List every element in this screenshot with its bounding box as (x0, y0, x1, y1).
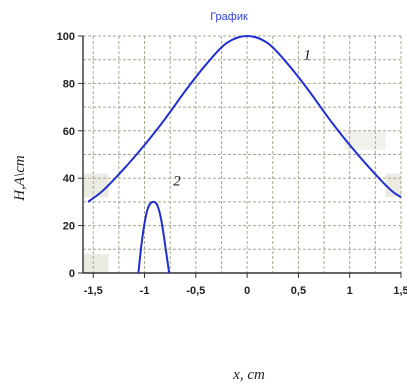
y-tick-label: 80 (63, 78, 75, 90)
y-tick-label: 60 (63, 126, 75, 138)
x-tick-label: 1 (347, 285, 353, 297)
series (87, 34, 402, 274)
shade-right-upper (344, 130, 386, 150)
plot-shading (83, 130, 401, 273)
shade-right (385, 173, 401, 198)
x-tick-label: -1 (140, 285, 150, 297)
y-tick-label: 0 (69, 268, 75, 280)
x-tick-label: 1,5 (393, 285, 407, 297)
shade-left (83, 173, 109, 198)
y-axis-label: H,A\cm (12, 155, 28, 202)
y-ticks: 0 20 40 60 80 100 (57, 31, 83, 280)
y-tick-label: 20 (63, 221, 75, 233)
curve-label-2: 2 (173, 173, 181, 189)
y-tick-label: 40 (63, 173, 75, 185)
series-line-2 (137, 200, 171, 274)
series-line-1 (87, 34, 402, 203)
x-tick-label: -1,5 (84, 285, 103, 297)
x-ticks: -1,5 -1 -0,5 0 0,5 1 1,5 (84, 273, 407, 297)
x-tick-label: 0,5 (291, 285, 306, 297)
x-tick-label: -0,5 (186, 285, 205, 297)
shade-bottom-left (83, 254, 109, 273)
curve-labels: 12 (173, 48, 311, 190)
curve-label-1: 1 (304, 48, 312, 64)
x-axis-label: x, cm (232, 367, 265, 383)
chart-title: График (210, 11, 248, 23)
axes (82, 36, 401, 274)
x-tick-label: 0 (244, 285, 250, 297)
y-tick-label: 100 (57, 31, 75, 43)
